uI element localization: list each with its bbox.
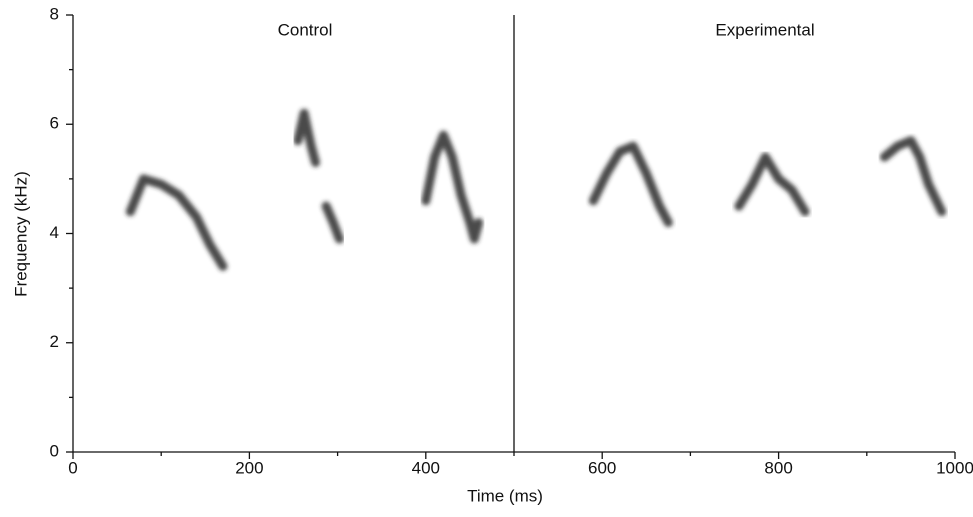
y-tick-label: 4 (50, 223, 59, 242)
x-tick-label: 1000 (936, 458, 973, 477)
x-tick-label: 600 (588, 458, 616, 477)
spectral-trace (125, 174, 228, 271)
y-tick-label: 2 (50, 332, 59, 351)
x-tick-label: 400 (412, 458, 440, 477)
spectral-trace (421, 130, 484, 244)
y-axis-label: Frequency (kHz) (11, 171, 30, 297)
x-tick-label: 800 (764, 458, 792, 477)
y-tick-label: 8 (50, 4, 59, 23)
y-tick-label: 0 (50, 441, 59, 460)
annotation: Control (278, 20, 333, 39)
spectral-trace (293, 108, 344, 244)
spectral-trace (734, 152, 810, 217)
x-axis-label: Time (ms) (467, 486, 543, 505)
spectral-trace (879, 136, 947, 217)
x-tick-label: 200 (235, 458, 263, 477)
annotation: Experimental (715, 20, 814, 39)
spectral-trace (588, 141, 673, 228)
y-tick-label: 6 (50, 114, 59, 133)
x-tick-label: 0 (68, 458, 77, 477)
